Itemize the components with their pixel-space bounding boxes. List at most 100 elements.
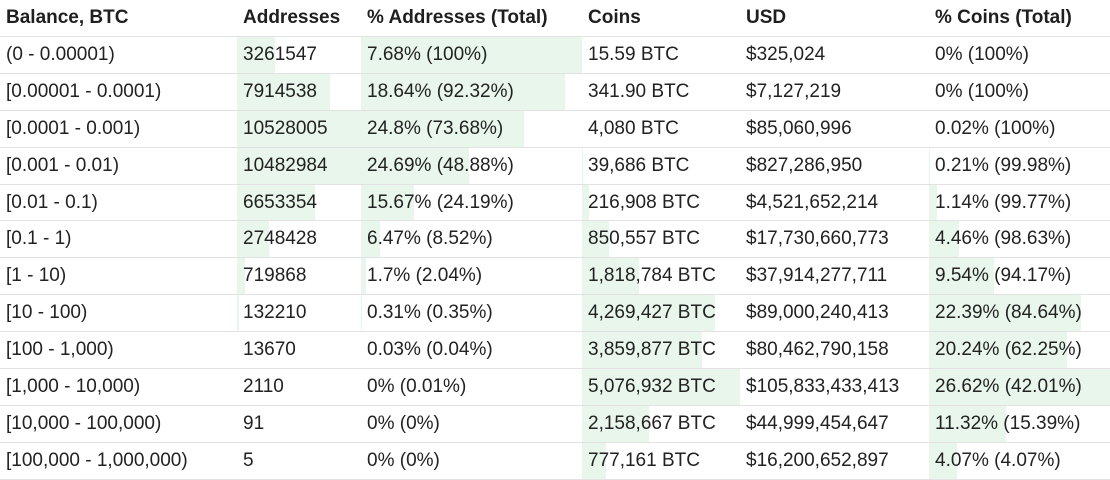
pct-coins-cell: 4.07% (4.07%) <box>929 441 1110 480</box>
balance-cell: [100,000 - 1,000,000) <box>0 441 237 480</box>
fill-bar <box>582 332 703 369</box>
coins-cell: 4,269,427 BTC <box>582 294 740 332</box>
usd-cell: $325,024 <box>740 36 929 74</box>
fill-bar <box>361 37 582 73</box>
usd-cell: $85,060,996 <box>740 109 929 148</box>
cell-text: 5 <box>243 449 254 471</box>
cell-text: 0% (100%) <box>935 80 1029 102</box>
cell-text: 3261547 <box>243 43 317 65</box>
addresses-cell: 13670 <box>237 331 361 369</box>
fill-bar <box>361 221 380 258</box>
cell-text: 5,076,932 BTC <box>588 375 716 397</box>
fill-bar <box>361 110 524 147</box>
pct-addresses-cell: 6.47% (8.52%) <box>361 220 582 258</box>
fill-bar <box>929 295 1082 332</box>
cell-text: 1,818,784 BTC <box>588 265 716 287</box>
balance-cell: [1,000 - 10,000) <box>0 368 237 406</box>
cell-text: 2110 <box>243 375 284 397</box>
fill-bar <box>582 147 584 184</box>
coins-cell: 2,158,667 BTC <box>582 404 740 443</box>
cell-text: 7914538 <box>243 80 317 102</box>
table-row: [0.00001 - 0.0001) 7914538 18.64% (92.32%)… <box>0 72 1110 111</box>
addresses-cell: 132210 <box>237 294 361 332</box>
cell-text: 11.32% (15.39%) <box>935 412 1081 434</box>
cell-text: 15.67% (24.19%) <box>367 191 514 213</box>
pct-coins-cell: 1.14% (99.77%) <box>929 183 1110 221</box>
cell-text: 0.02% (100%) <box>935 117 1056 139</box>
cell-text: 0.03% (0.04%) <box>367 339 493 361</box>
cell-text: 10528005 <box>243 117 328 139</box>
balance-cell: [0.001 - 0.01) <box>0 146 237 185</box>
cell-text: 0.31% (0.35%) <box>367 302 493 324</box>
fill-bar <box>237 184 316 221</box>
cell-text: 4,080 BTC <box>588 117 679 139</box>
pct-addresses-cell: 0% (0.01%) <box>361 368 582 406</box>
cell-text: 20.24% (62.25%) <box>935 339 1082 361</box>
fill-bar <box>237 258 246 295</box>
usd-cell: $80,462,790,158 <box>740 331 929 369</box>
cell-text: 6.47% (8.52%) <box>367 228 493 250</box>
header-pct-addresses: % Addresses (Total) <box>367 7 548 28</box>
cell-text: 1.14% (99.77%) <box>935 191 1072 213</box>
pct-addresses-cell: 24.8% (73.68%) <box>361 109 582 148</box>
fill-bar <box>929 369 1110 405</box>
pct-addresses-cell: 0.03% (0.04%) <box>361 331 582 369</box>
table-row: [0.001 - 0.01) 10482984 24.69% (48.88%) 39,… <box>0 146 1110 185</box>
cell-text: 18.64% (92.32%) <box>367 80 514 102</box>
table-row: [10,000 - 100,000) 91 0% (0%) 2,158,667 BTC… <box>0 404 1110 443</box>
table-row: (0 - 0.00001) 3261547 7.68% (100%) 15.59 BT… <box>0 36 1110 74</box>
fill-bar <box>361 73 566 110</box>
pct-coins-cell: 11.32% (15.39%) <box>929 404 1110 443</box>
addresses-cell: 10528005 <box>237 109 361 148</box>
addresses-cell: 6653354 <box>237 183 361 221</box>
cell-text: 6653354 <box>243 191 317 213</box>
pct-coins-cell: 4.46% (98.63%) <box>929 220 1110 258</box>
balance-cell: (0 - 0.00001) <box>0 36 237 74</box>
cell-text: 0% (0%) <box>367 412 440 434</box>
addresses-cell: 5 <box>237 441 361 480</box>
fill-bar <box>582 295 715 332</box>
cell-text: 39,686 BTC <box>588 154 690 176</box>
pct-addresses-cell: 7.68% (100%) <box>361 36 582 74</box>
pct-coins-cell: 0% (100%) <box>929 72 1110 111</box>
usd-cell: $37,914,277,711 <box>740 257 929 295</box>
table-body: (0 - 0.00001) 3261547 7.68% (100%) 15.59 BT… <box>0 36 1110 480</box>
fill-bar <box>582 405 650 442</box>
cell-text: 2748428 <box>243 228 317 250</box>
coins-cell: 1,818,784 BTC <box>582 257 740 295</box>
fill-bar <box>361 258 366 295</box>
usd-cell: $16,200,652,897 <box>740 441 929 480</box>
cell-text: 22.39% (84.64%) <box>935 302 1082 324</box>
table-row: [100,000 - 1,000,000) 5 0% (0%) 777,161 BTC… <box>0 441 1110 480</box>
pct-coins-cell: 0.02% (100%) <box>929 109 1110 148</box>
balance-cell: [10,000 - 100,000) <box>0 404 237 443</box>
fill-bar <box>237 221 270 258</box>
addresses-cell: 10482984 <box>237 146 361 185</box>
fill-bar <box>237 37 276 73</box>
cell-text: 10482984 <box>243 154 328 176</box>
balance-cell: [0.01 - 0.1) <box>0 183 237 221</box>
pct-addresses-cell: 15.67% (24.19%) <box>361 183 582 221</box>
balance-cell: [100 - 1,000) <box>0 331 237 369</box>
fill-bar <box>582 221 609 258</box>
fill-bar <box>361 184 415 221</box>
cell-text: 91 <box>243 412 265 434</box>
addresses-cell: 2110 <box>237 368 361 406</box>
usd-cell: $105,833,433,413 <box>740 368 929 406</box>
cell-text: 9.54% (94.17%) <box>935 265 1072 287</box>
addresses-cell: 3261547 <box>237 36 361 74</box>
table-row: [1,000 - 10,000) 2110 0% (0.01%) 5,076,932 … <box>0 368 1110 406</box>
cell-text: 24.8% (73.68%) <box>367 117 504 139</box>
usd-cell: $4,521,652,214 <box>740 183 929 221</box>
header-pct-coins: % Coins (Total) <box>935 7 1072 28</box>
table-row: [0.0001 - 0.001) 10528005 24.8% (73.68%) 4,… <box>0 109 1110 148</box>
pct-addresses-cell: 0% (0%) <box>361 441 582 480</box>
balance-cell: [1 - 10) <box>0 257 237 295</box>
balance-cell: [0.1 - 1) <box>0 220 237 258</box>
addresses-cell: 2748428 <box>237 220 361 258</box>
coins-cell: 777,161 BTC <box>582 441 740 480</box>
fill-bar <box>929 405 1006 442</box>
fill-bar <box>582 258 639 295</box>
coins-cell: 39,686 BTC <box>582 146 740 185</box>
cell-text: 24.69% (48.88%) <box>367 154 514 176</box>
